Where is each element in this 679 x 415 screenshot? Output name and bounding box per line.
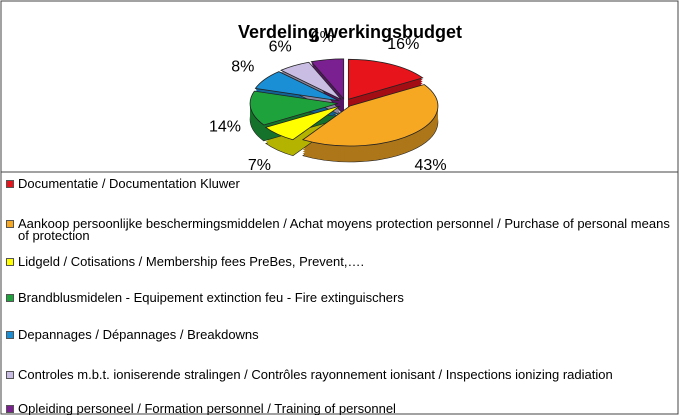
legend-label: Brandblusmidelen - Equipement extinction… [18, 290, 404, 305]
data-label: 6% [269, 38, 292, 55]
data-label: 16% [387, 36, 419, 53]
legend-entry: Brandblusmidelen - Equipement extinction… [6, 290, 679, 305]
data-label: 6% [311, 29, 334, 46]
legend-swatch [6, 405, 14, 413]
chart-title: Verdeling werkingsbudget [238, 22, 462, 42]
data-label: 8% [231, 59, 254, 76]
slice [280, 61, 342, 100]
slice [301, 84, 439, 147]
legend-swatch [6, 180, 14, 188]
legend-entry: Lidgeld / Cotisations / Membership fees … [6, 254, 679, 269]
legend-swatch [6, 258, 14, 266]
legend-label: Documentatie / Documentation Kluwer [18, 176, 240, 191]
data-label: 43% [415, 157, 447, 174]
legend-swatch [6, 294, 14, 302]
legend-label: Lidgeld / Cotisations / Membership fees … [18, 254, 365, 269]
slice [347, 58, 424, 100]
legend-entry: Depannages / Dépannages / Breakdowns [6, 327, 679, 342]
slice [254, 71, 340, 102]
data-label: 7% [248, 157, 271, 174]
legend-swatch [6, 371, 14, 379]
legend-label: Aankoop persoonlijke beschermingsmiddele… [18, 216, 670, 243]
legend-swatch [6, 220, 14, 228]
legend-entry: Controles m.b.t. ioniserende stralingen … [6, 367, 679, 382]
data-label: 14% [209, 119, 241, 136]
legend-swatch [6, 331, 14, 339]
slice [310, 58, 345, 100]
slice [249, 90, 339, 126]
legend-entry: Opleiding personeel / Formation personne… [6, 401, 679, 415]
legend-label: Depannages / Dépannages / Breakdowns [18, 327, 259, 342]
legend-label: Controles m.b.t. ioniserende stralingen … [18, 367, 613, 382]
slice [264, 105, 341, 141]
legend-label: Opleiding personeel / Formation personne… [18, 401, 396, 415]
legend-entry: Aankoop persoonlijke beschermingsmiddele… [6, 216, 679, 243]
legend-entry: Documentatie / Documentation Kluwer [6, 176, 679, 191]
